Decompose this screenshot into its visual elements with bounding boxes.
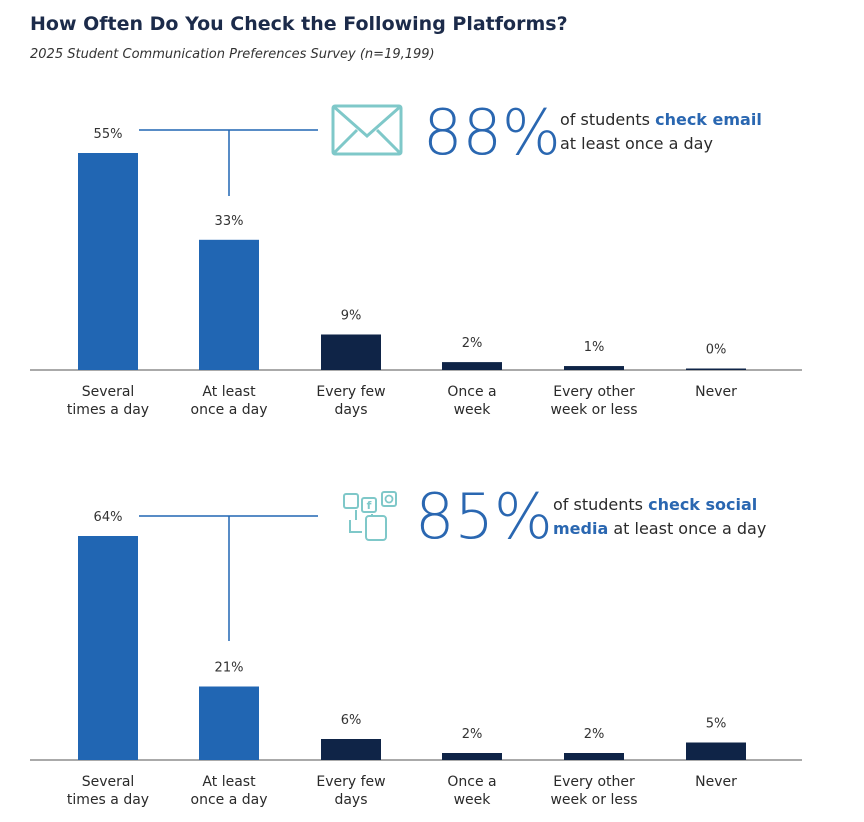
value-label: 6%	[341, 713, 362, 728]
category-label: Never	[695, 384, 737, 400]
category-label: At least	[202, 774, 256, 790]
category-label: days	[334, 792, 367, 808]
bar	[442, 362, 502, 370]
value-label: 9%	[341, 308, 362, 323]
bar	[564, 366, 624, 370]
category-label: Once a	[447, 384, 496, 400]
category-label: At least	[202, 384, 256, 400]
category-label: week	[454, 792, 492, 808]
callout-text: at least once a day	[608, 519, 766, 538]
category-label: Every few	[316, 774, 385, 790]
callout-text: of students	[560, 110, 655, 129]
envelope-icon	[331, 104, 403, 156]
bar-chart-1: 55% Several times a day 33% At least once a d…	[30, 96, 802, 418]
category-label: Several	[82, 384, 135, 400]
category-label: times a day	[67, 792, 149, 808]
bar	[78, 153, 138, 370]
bar	[321, 739, 381, 760]
category-label: once a day	[191, 792, 268, 808]
envelope-fold	[331, 128, 359, 156]
bar	[686, 368, 746, 370]
bar	[199, 686, 259, 760]
bar	[686, 742, 746, 760]
callout-text-line-2: media at least once a day	[553, 519, 766, 538]
callout-text-line-1: of students check email	[560, 110, 762, 129]
bar-chart-2: 64% Several times a day 21% At least once a d…	[30, 480, 802, 808]
category-label: Several	[82, 774, 135, 790]
category-label: Every few	[316, 384, 385, 400]
phone-outline	[365, 515, 387, 541]
facebook-glyph: f	[367, 499, 372, 512]
hand-outline	[349, 520, 362, 533]
callout-percent: 85%	[415, 480, 553, 553]
callout-emphasis: check email	[655, 110, 762, 129]
bar	[199, 239, 259, 370]
category-label: Every other	[553, 384, 635, 400]
callout-text-line-2: at least once a day	[560, 134, 713, 153]
callout-percent: 88%	[423, 96, 561, 169]
envelope-fold	[375, 128, 403, 156]
category-label: times a day	[67, 402, 149, 418]
envelope-body	[331, 104, 403, 156]
envelope-flap	[332, 104, 402, 139]
category-label: Every other	[553, 774, 635, 790]
app-tile	[343, 493, 359, 509]
callout-emphasis: check social	[648, 495, 757, 514]
callout-text: of students	[553, 495, 648, 514]
category-label: week or less	[550, 792, 637, 808]
category-label: week	[454, 402, 492, 418]
bar	[442, 753, 502, 760]
value-label: 33%	[215, 214, 244, 229]
value-label: 2%	[462, 336, 483, 351]
value-label: 21%	[215, 661, 244, 676]
callout-text-line-1: of students check social	[553, 495, 757, 514]
value-label: 1%	[584, 340, 605, 355]
chart-title: How Often Do You Check the Following Pla…	[30, 13, 568, 35]
value-label: 64%	[94, 510, 123, 525]
app-tile	[361, 497, 377, 513]
category-label: Once a	[447, 774, 496, 790]
category-label: once a day	[191, 402, 268, 418]
value-label: 0%	[706, 343, 727, 358]
value-label: 5%	[706, 717, 727, 732]
app-tile	[381, 491, 397, 507]
bar	[78, 536, 138, 760]
bar	[321, 334, 381, 370]
chart-subtitle: 2025 Student Communication Preferences S…	[30, 47, 435, 62]
camera-lens	[384, 494, 394, 504]
social-media-icon: f	[343, 491, 397, 541]
category-label: days	[334, 402, 367, 418]
value-label: 55%	[94, 127, 123, 142]
connector-mark	[355, 510, 373, 520]
category-label: week or less	[550, 402, 637, 418]
bar	[564, 753, 624, 760]
value-label: 2%	[584, 727, 605, 742]
category-label: Never	[695, 774, 737, 790]
callout-text: at least once a day	[560, 134, 713, 153]
callout-emphasis: media	[553, 519, 608, 538]
value-label: 2%	[462, 727, 483, 742]
